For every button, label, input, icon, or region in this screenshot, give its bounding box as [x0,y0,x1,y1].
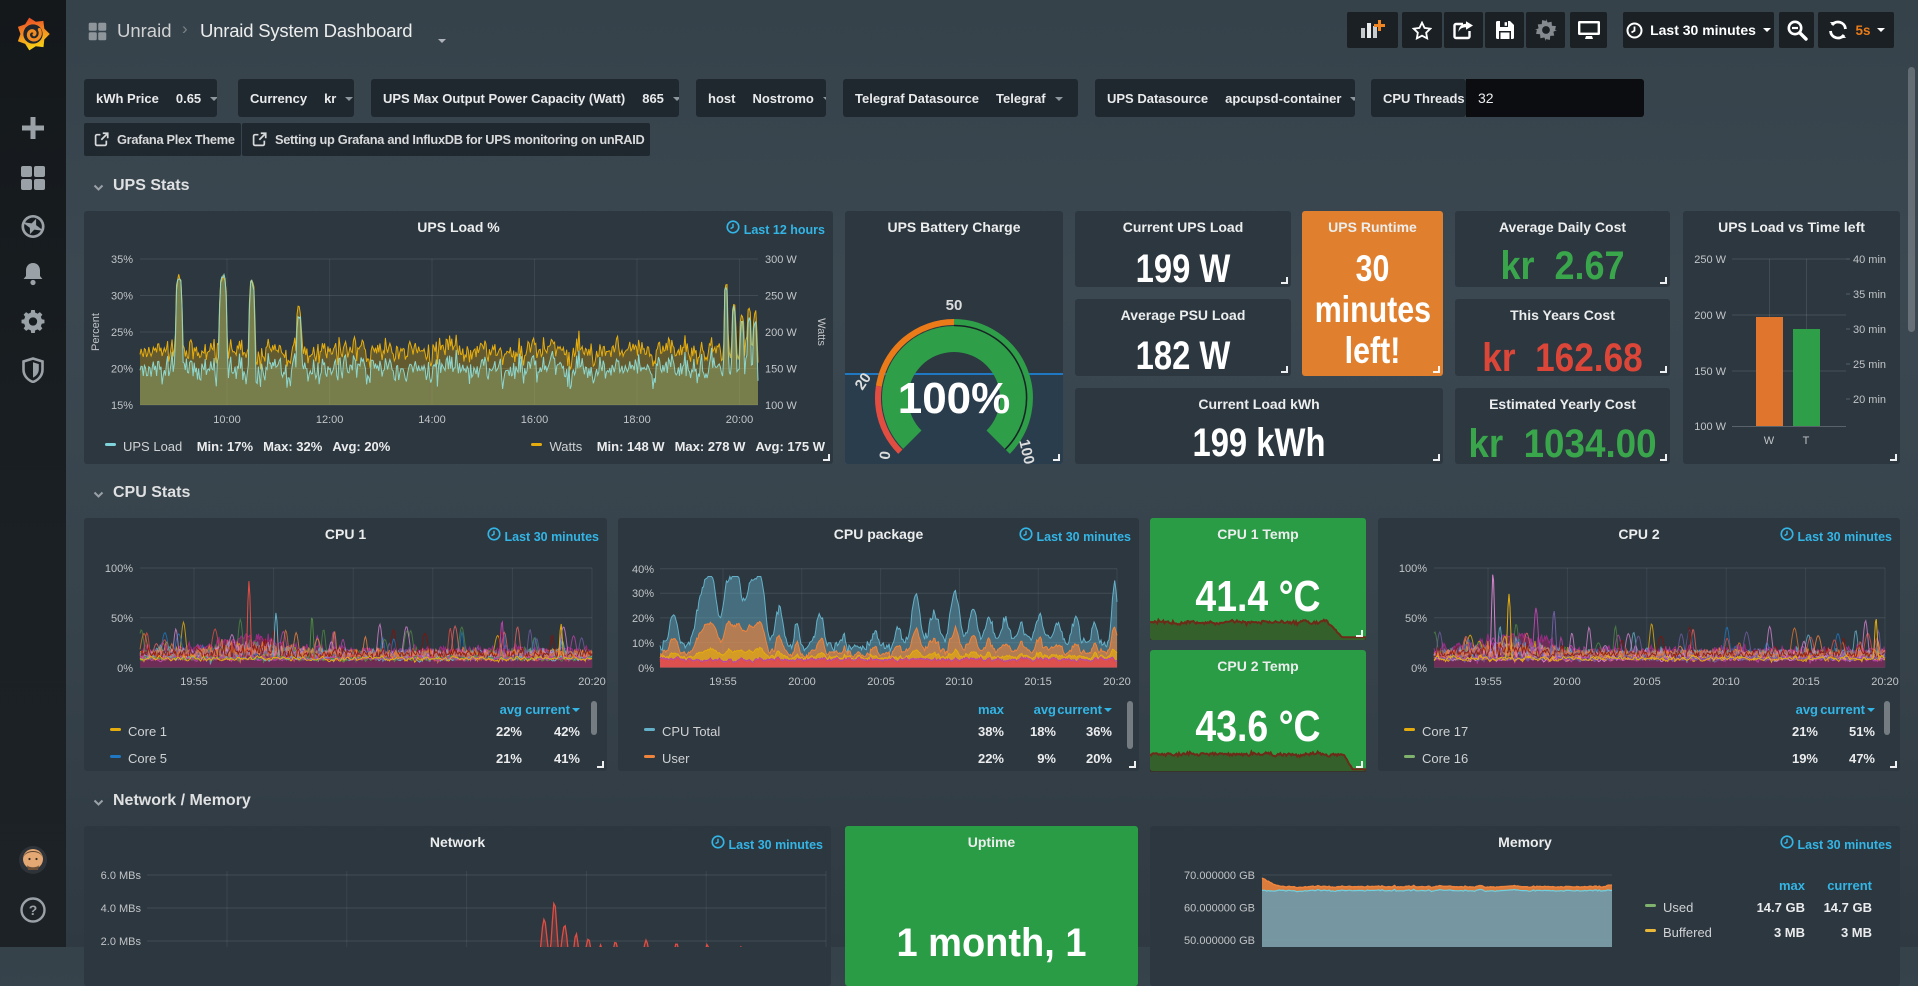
svg-text:20:00: 20:00 [788,676,816,688]
svg-text:18:00: 18:00 [623,414,651,426]
svg-text:W: W [1764,435,1775,447]
svg-text:25 min: 25 min [1853,359,1886,371]
svg-text:20%: 20% [111,364,133,376]
svg-text:50%: 50% [111,613,133,625]
svg-text:0: 0 [877,450,895,461]
svg-text:T: T [1803,435,1810,447]
svg-text:20:00: 20:00 [726,414,754,426]
svg-text:20:15: 20:15 [1792,676,1820,688]
svg-text:30 min: 30 min [1853,324,1886,336]
svg-text:40 min: 40 min [1853,254,1886,266]
svg-text:16:00: 16:00 [521,414,549,426]
svg-text:25%: 25% [111,327,133,339]
svg-text:20:00: 20:00 [260,676,288,688]
svg-text:250 W: 250 W [765,291,797,303]
svg-text:20:10: 20:10 [419,676,447,688]
svg-text:20:20: 20:20 [1871,676,1899,688]
svg-text:100%: 100% [105,563,133,575]
svg-text:12:00: 12:00 [316,414,344,426]
svg-text:60.000000 GB: 60.000000 GB [1184,903,1255,915]
svg-text:Watts: Watts [815,318,827,346]
svg-text:150 W: 150 W [1694,366,1726,378]
svg-text:10%: 10% [632,638,654,650]
svg-text:19:55: 19:55 [1474,676,1502,688]
svg-text:35 min: 35 min [1853,289,1886,301]
svg-text:30%: 30% [111,291,133,303]
svg-text:10:00: 10:00 [213,414,241,426]
svg-text:14:00: 14:00 [418,414,446,426]
svg-text:100%: 100% [898,374,1011,423]
svg-text:100 W: 100 W [1694,421,1726,433]
svg-text:20: 20 [852,370,875,393]
svg-text:6.0 MBs: 6.0 MBs [101,870,142,882]
svg-text:20:10: 20:10 [945,676,973,688]
svg-text:Percent: Percent [90,313,102,351]
svg-text:250 W: 250 W [1694,254,1726,266]
svg-text:20%: 20% [632,613,654,625]
svg-text:20:15: 20:15 [498,676,526,688]
svg-text:20:00: 20:00 [1553,676,1581,688]
svg-text:50%: 50% [1405,613,1427,625]
svg-text:35%: 35% [111,254,133,266]
svg-text:100 W: 100 W [765,400,797,412]
svg-text:40%: 40% [632,564,654,576]
svg-text:20:05: 20:05 [339,676,367,688]
svg-text:2.0 MBs: 2.0 MBs [101,936,142,947]
svg-text:19:55: 19:55 [180,676,208,688]
svg-text:20:20: 20:20 [578,676,606,688]
svg-text:50.000000 GB: 50.000000 GB [1184,935,1255,947]
svg-text:200 W: 200 W [1694,310,1726,322]
svg-text:15%: 15% [111,400,133,412]
svg-text:4.0 MBs: 4.0 MBs [101,903,142,915]
svg-text:20:05: 20:05 [1633,676,1661,688]
svg-text:70.000000 GB: 70.000000 GB [1184,870,1255,882]
svg-text:150 W: 150 W [765,364,797,376]
svg-text:20:15: 20:15 [1024,676,1052,688]
svg-text:0%: 0% [1411,663,1427,675]
svg-text:19:55: 19:55 [709,676,737,688]
svg-text:30%: 30% [632,588,654,600]
svg-text:300 W: 300 W [765,254,797,266]
svg-text:0%: 0% [117,663,133,675]
svg-text:20:10: 20:10 [1712,676,1740,688]
svg-text:200 W: 200 W [765,327,797,339]
svg-text:100: 100 [1015,438,1037,464]
svg-text:20:20: 20:20 [1103,676,1131,688]
svg-text:20 min: 20 min [1853,394,1886,406]
svg-text:0%: 0% [638,663,654,675]
svg-text:20:05: 20:05 [867,676,895,688]
svg-text:50: 50 [946,297,963,314]
svg-text:?: ? [29,902,38,918]
svg-text:100%: 100% [1399,563,1427,575]
